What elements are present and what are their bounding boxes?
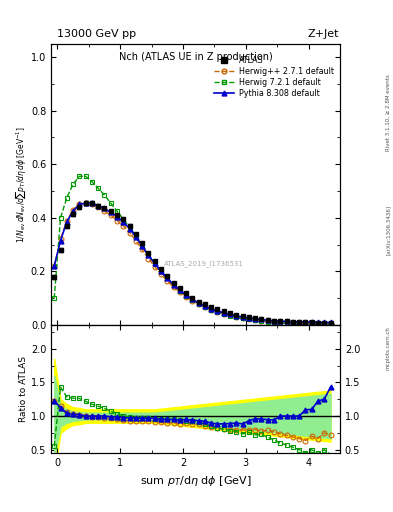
Text: Z+Jet: Z+Jet bbox=[307, 29, 339, 39]
X-axis label: sum $p_T$/d$\eta$ d$\phi$ [GeV]: sum $p_T$/d$\eta$ d$\phi$ [GeV] bbox=[140, 474, 251, 487]
Legend: ATLAS, Herwig++ 2.7.1 default, Herwig 7.2.1 default, Pythia 8.308 default: ATLAS, Herwig++ 2.7.1 default, Herwig 7.… bbox=[212, 53, 336, 100]
Text: 13000 GeV pp: 13000 GeV pp bbox=[57, 29, 136, 39]
Text: ATLAS_2019_I1736531: ATLAS_2019_I1736531 bbox=[164, 260, 244, 267]
Y-axis label: Ratio to ATLAS: Ratio to ATLAS bbox=[19, 356, 28, 422]
Text: Nch (ATLAS UE in Z production): Nch (ATLAS UE in Z production) bbox=[119, 52, 272, 62]
Text: [arXiv:1306.3436]: [arXiv:1306.3436] bbox=[386, 205, 391, 255]
Text: mcplots.cern.ch: mcplots.cern.ch bbox=[386, 326, 391, 370]
Text: Rivet 3.1.10, ≥ 2.8M events: Rivet 3.1.10, ≥ 2.8M events bbox=[386, 74, 391, 151]
Y-axis label: $1/N_\mathrm{ev}\,dN_\mathrm{ev}/d\!\sum p_T/d\eta\,d\phi\;[\mathrm{GeV}^{-1}]$: $1/N_\mathrm{ev}\,dN_\mathrm{ev}/d\!\sum… bbox=[14, 126, 28, 243]
